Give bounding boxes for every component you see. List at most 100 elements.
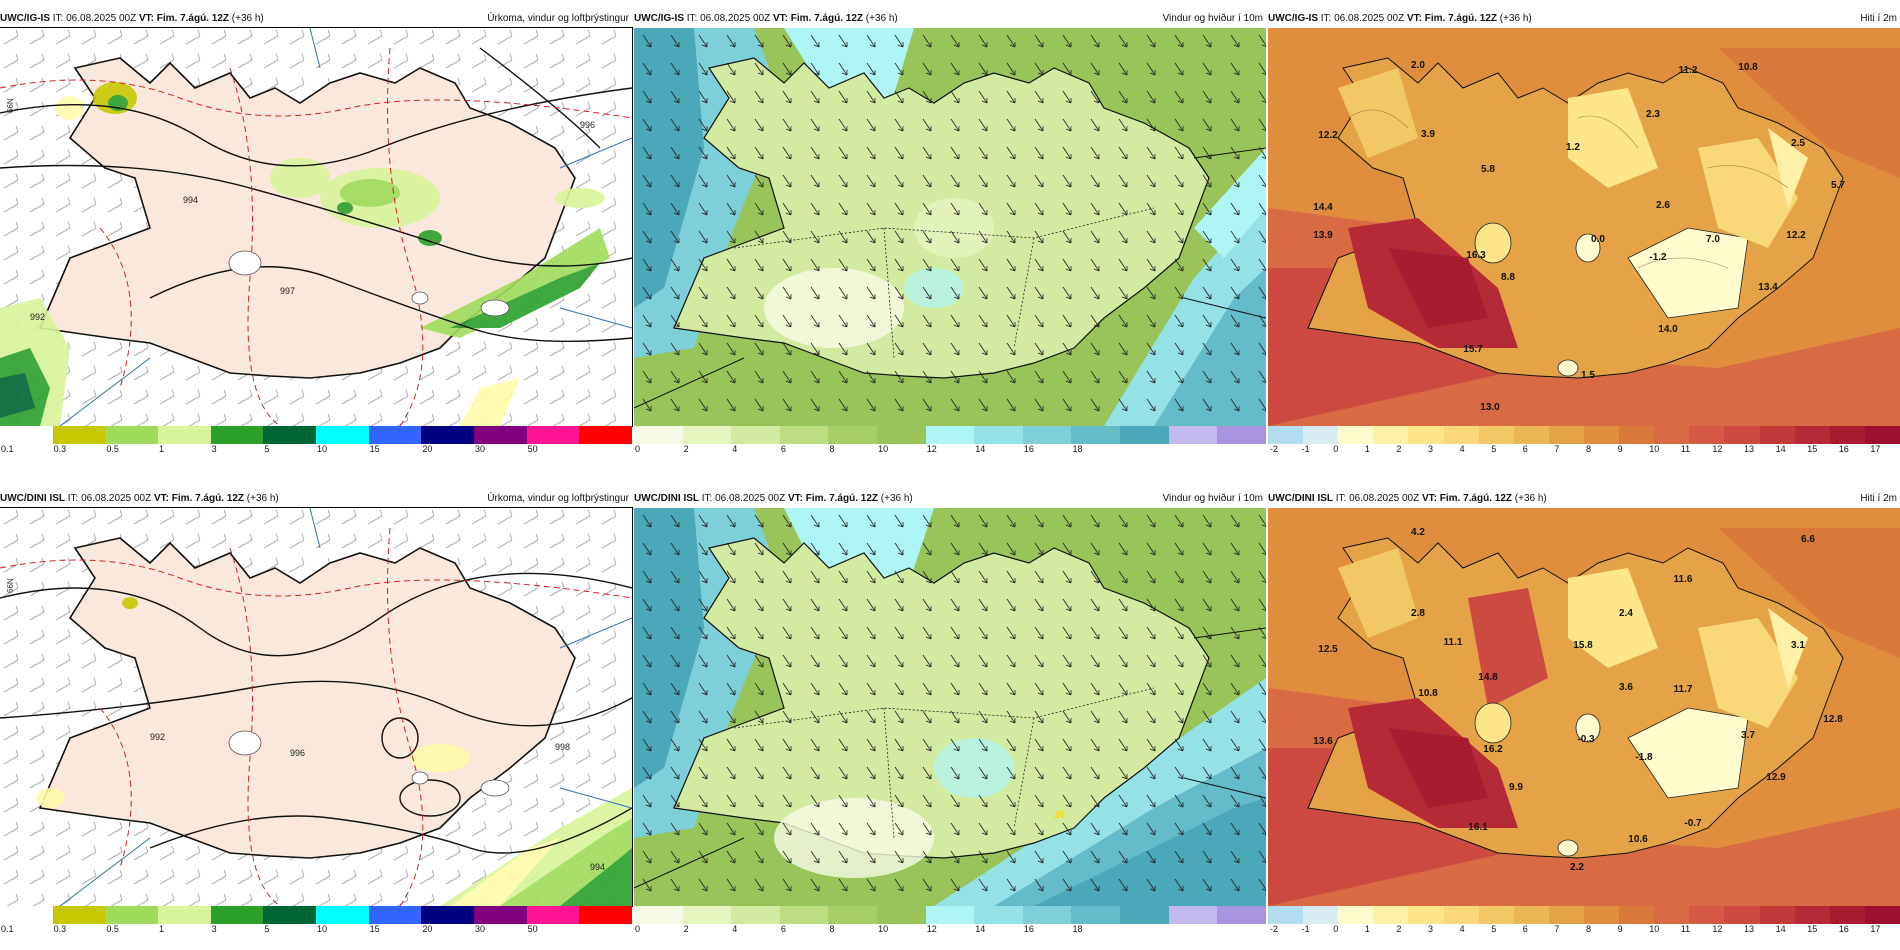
temp-map[interactable]: 2.0 11.2 10.8 2.3 12.2 3.9 1.2 2.5 5.8 5.7 2.6 14.4… <box>1268 28 1900 426</box>
temp-value-label: 13.9 <box>1313 230 1333 241</box>
wind-arrow <box>1258 398 1266 412</box>
wind-arrow <box>894 626 904 640</box>
wind-barb <box>81 29 97 45</box>
wind-arrow <box>1146 598 1156 612</box>
temp-value-label: -0.3 <box>1577 734 1595 745</box>
wind-barb <box>419 389 435 405</box>
wind-barb <box>29 77 45 93</box>
wind-arrow <box>1174 822 1184 836</box>
wind-barb <box>29 53 45 69</box>
colorbar-swatch <box>1794 426 1830 444</box>
colorbar-swatch <box>1724 426 1760 444</box>
wind-arrow <box>754 682 764 696</box>
wind-arrow <box>922 230 932 244</box>
wind-arrow <box>1174 174 1184 188</box>
wind-arrow <box>838 794 848 808</box>
wind-arrow <box>978 626 988 640</box>
temp-map[interactable]: 4.2 6.6 11.6 2.8 2.4 12.5 11.1 15.8 3.1 14.8 3.6 10… <box>1268 508 1900 906</box>
wind-arrow <box>754 542 764 556</box>
wind-arrow <box>838 90 848 104</box>
precip-map[interactable]: 66N 994 992 997 996 <box>0 27 633 427</box>
wind-barb <box>318 413 331 426</box>
wind-barb <box>341 389 357 405</box>
wind-arrow <box>1118 62 1128 76</box>
wind-arrow <box>698 738 708 752</box>
wind-arrow <box>1062 794 1072 808</box>
wind-arrow <box>1174 598 1184 612</box>
wind-barb <box>55 605 71 621</box>
colorbar-swatch <box>0 906 53 924</box>
wind-arrow <box>698 878 708 892</box>
iceland-landmass <box>38 57 576 379</box>
colorbar-labels: 0 2 4 6 8 10 12 14 16 18 <box>634 444 1266 456</box>
panel-header: UWC/IG-IS IT: 06.08.2025 00Z VT: Fim. 7.… <box>0 10 632 28</box>
wind-barb <box>81 869 97 885</box>
colorbar-swatch <box>925 906 975 924</box>
colorbar-swatch <box>1408 906 1444 924</box>
wind-barb <box>81 173 97 189</box>
colorbar-swatch <box>1408 426 1444 444</box>
colorbar-swatch <box>105 426 159 444</box>
wind-barb <box>107 509 123 525</box>
wind-arrow <box>922 174 932 188</box>
wind-arrow <box>698 230 708 244</box>
wind-arrow <box>978 230 988 244</box>
wind-arrow <box>950 370 960 384</box>
wind-arrow <box>838 654 848 668</box>
wind-arrow <box>670 314 680 328</box>
wind-arrow <box>670 174 680 188</box>
colorbar-label: 14 <box>1775 924 1786 934</box>
wind-arrow <box>950 258 960 272</box>
wind-arrow <box>1258 230 1266 244</box>
wind-arrow <box>866 598 876 612</box>
wind-arrow <box>1034 174 1044 188</box>
wind-barb <box>445 845 461 861</box>
wind-arrow <box>1090 654 1100 668</box>
wind-arrow <box>838 230 848 244</box>
wind-barb <box>549 365 565 381</box>
wind-arrow <box>670 118 680 132</box>
wind-arrow <box>754 90 764 104</box>
wind-arrow <box>1006 542 1016 556</box>
wind-arrow <box>838 370 848 384</box>
wind-arrow <box>1146 654 1156 668</box>
wind-arrow <box>866 626 876 640</box>
colorbar-label: 6 <box>1522 924 1528 934</box>
wind-arrow <box>978 342 988 356</box>
temp-value-label: 10.6 <box>1628 834 1648 845</box>
wind-barb <box>3 581 19 597</box>
colorbar-swatches <box>0 426 633 444</box>
wind-arrow <box>726 514 736 528</box>
wind-barb <box>471 821 487 837</box>
wind-arrow <box>1006 766 1016 780</box>
wind-arrow <box>950 286 960 300</box>
wind-arrow <box>1230 878 1240 892</box>
wind-barb <box>107 869 123 885</box>
wind-arrow <box>1230 90 1240 104</box>
wind-arrow <box>922 398 932 412</box>
wind-map[interactable]: 30 <box>634 508 1266 906</box>
wind-barb <box>133 845 149 861</box>
wind-arrow <box>782 398 792 412</box>
wind-arrow <box>782 598 792 612</box>
colorbar-swatch <box>1217 906 1266 924</box>
wind-arrow <box>810 850 820 864</box>
wind-arrow <box>922 202 932 216</box>
precip-map[interactable]: 66N 992 996 998 994 <box>0 507 633 907</box>
wind-arrow <box>670 202 680 216</box>
temp-value-labels: 4.2 6.6 11.6 2.8 2.4 12.5 11.1 15.8 3.1 14.8 3.6 10… <box>1313 527 1843 873</box>
wind-arrow <box>866 230 876 244</box>
wind-barb <box>289 389 305 405</box>
wind-map[interactable] <box>634 28 1266 426</box>
wind-arrow <box>642 62 652 76</box>
wind-arrow <box>1258 682 1266 696</box>
vt-value: Fim. 7.ágú. 12Z <box>790 13 863 24</box>
wind-barb <box>29 125 45 141</box>
wind-barb <box>81 197 97 213</box>
wind-barb <box>55 869 71 885</box>
wind-arrow <box>866 794 876 808</box>
wind-arrow <box>978 34 988 48</box>
colorbar-swatch <box>52 426 106 444</box>
wind-barb <box>3 701 19 717</box>
gust-label: 30 <box>1054 810 1066 821</box>
